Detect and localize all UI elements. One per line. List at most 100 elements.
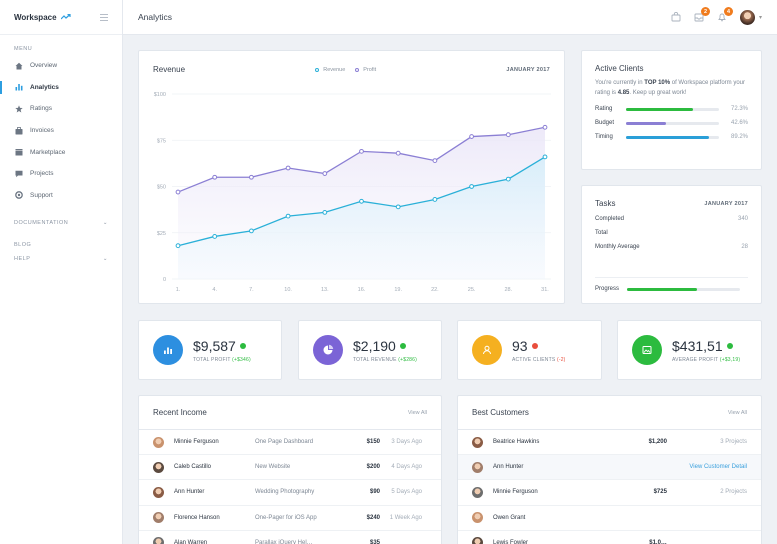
table-row[interactable]: Ann Hunter Wedding Photography $90 5 Days A… — [139, 480, 441, 506]
avatar — [472, 486, 483, 498]
x-tick-label: 19. — [394, 287, 402, 293]
data-point-profit — [359, 148, 364, 154]
data-point-profit — [505, 132, 511, 138]
progress-track — [627, 287, 740, 291]
customer-name: Caleb Castillo — [174, 464, 212, 471]
stat-value: $431,51 — [672, 337, 723, 354]
sidebar-item-label: Invoices — [30, 127, 54, 135]
trend-icon — [60, 14, 71, 20]
trend-up-icon — [726, 342, 733, 349]
documentation-section[interactable]: DOCUMENTATION ⌄ — [0, 220, 122, 226]
topbar: Analytics 2 4 ▾ — [123, 0, 777, 35]
customer-name: Minnie Ferguson — [174, 439, 219, 446]
sidebar-nav: Overview Analytics Ratings Invoices Mark… — [0, 55, 122, 206]
bar-chart-icon — [14, 83, 23, 92]
tasks-title: Tasks — [595, 199, 616, 208]
sidebar-item-support[interactable]: Support — [0, 185, 122, 207]
legend-item-revenue[interactable]: Revenue — [315, 67, 345, 73]
progress-label: Progress — [595, 286, 620, 292]
project-description: One-Pager for iOS App — [255, 514, 317, 521]
task-row-total: Total — [595, 230, 608, 236]
data-point-revenue — [359, 198, 364, 204]
avatar[interactable] — [739, 9, 755, 25]
inbox-icon[interactable]: 2 — [694, 7, 710, 22]
stat-change: (+$346) — [232, 356, 251, 363]
stat-label: AVERAGE PROFIT — [672, 356, 719, 363]
sidebar-item-projects[interactable]: Projects — [0, 163, 122, 185]
data-point-profit — [175, 189, 181, 195]
table-row[interactable]: Owen Grant — [458, 506, 761, 531]
documentation-label: DOCUMENTATION — [14, 220, 69, 227]
sidebar-item-invoices[interactable]: Invoices — [0, 120, 122, 142]
metric-fill — [626, 135, 709, 139]
data-point-profit — [432, 158, 438, 163]
blog-section[interactable]: BLOG — [0, 242, 122, 248]
star-icon — [14, 104, 23, 113]
stat-card-active-clients: 93 ACTIVE CLIENTS (-2) — [457, 320, 602, 380]
avatar — [472, 537, 483, 544]
progress-fill — [627, 287, 698, 291]
metric-timing: Timing 89.2% — [595, 134, 748, 140]
date-selector[interactable]: JANUARY 2017 — [704, 200, 748, 207]
table-row[interactable]: Minnie Ferguson $725 2 Projects — [458, 480, 761, 506]
legend-item-profit[interactable]: Profit — [355, 67, 376, 73]
sidebar-item-analytics[interactable]: Analytics — [0, 77, 122, 99]
data-point-profit — [212, 174, 218, 180]
table-row[interactable]: Alan Warren Parallax jQuery Hel… $35 — [139, 531, 441, 544]
chat-icon — [14, 169, 23, 178]
view-customer-detail-link[interactable]: View Customer Detail — [689, 464, 747, 471]
lifebuoy-icon — [14, 191, 23, 200]
brand-name[interactable]: Workspace — [14, 12, 57, 22]
income-amount: $90 — [369, 489, 380, 496]
bell-icon[interactable]: 4 — [717, 7, 733, 22]
customer-name: Florence Hanson — [174, 514, 220, 521]
metric-track — [626, 107, 719, 111]
avatar — [153, 436, 164, 448]
data-point-revenue — [432, 197, 438, 202]
y-tick-label: 0 — [163, 277, 166, 283]
page-title: Analytics — [138, 12, 173, 22]
tasks-header: Tasks JANUARY 2017 — [595, 199, 748, 208]
stat-value: $2,190 — [353, 337, 396, 354]
active-clients-title: Active Clients — [595, 64, 644, 73]
sidebar-item-label: Projects — [30, 170, 54, 178]
table-row[interactable]: Lewis Fowler $1,0… — [458, 531, 761, 544]
sidebar-item-overview[interactable]: Overview — [0, 55, 122, 77]
table-row[interactable]: Caleb Castillo New Website $200 4 Days Ago — [139, 455, 441, 481]
sidebar-item-ratings[interactable]: Ratings — [0, 98, 122, 120]
y-tick-label: $50 — [157, 185, 166, 191]
table-row[interactable]: Florence Hanson One-Pager for iOS App $240… — [139, 506, 441, 531]
income-date: 4 Days Ago — [391, 464, 422, 471]
metric-fill — [626, 121, 666, 125]
metric-track — [626, 121, 719, 125]
table-row[interactable]: Minnie Ferguson One Page Dashboard $150 3 D… — [139, 430, 441, 456]
sidebar-item-label: Marketplace — [30, 148, 66, 156]
metric-value: 42.6% — [730, 120, 748, 126]
view-all-link[interactable]: View All — [727, 409, 747, 416]
bag-icon[interactable] — [671, 11, 681, 22]
y-tick-label: $75 — [157, 138, 166, 144]
income-date: 3 Days Ago — [391, 439, 422, 446]
series-area-revenue — [178, 156, 545, 279]
view-all-link[interactable]: View All — [407, 409, 427, 416]
help-label: HELP — [14, 256, 31, 263]
best-customers-list: Beatrice Hawkins $1,200 3 Projects Ann Hunt… — [458, 430, 761, 544]
table-row[interactable]: Ann Hunter View Customer Detail — [458, 455, 761, 481]
topbar-actions: 2 4 ▾ — [671, 7, 762, 25]
sidebar-item-label: Analytics — [30, 83, 59, 91]
table-row[interactable]: Beatrice Hawkins $1,200 3 Projects — [458, 430, 761, 456]
sidebar-item-marketplace[interactable]: Marketplace — [0, 141, 122, 163]
date-selector[interactable]: JANUARY 2017 — [506, 66, 550, 73]
data-point-profit — [249, 174, 254, 180]
active-clients-description: You're currently in TOP 10% of Workspace… — [595, 80, 746, 96]
data-point-revenue — [285, 213, 291, 219]
help-section[interactable]: HELP ⌄ — [0, 256, 122, 262]
blog-label: BLOG — [14, 242, 32, 249]
data-point-revenue — [395, 204, 401, 210]
best-customers-header: Best Customers View All — [458, 396, 761, 430]
recent-income-title: Recent Income — [153, 408, 207, 417]
hamburger-menu-icon[interactable] — [100, 13, 108, 21]
metric-budget: Budget 42.6% — [595, 120, 748, 126]
chevron-down-icon[interactable]: ▾ — [758, 14, 762, 21]
task-row-completed: Completed 340 — [595, 216, 748, 222]
